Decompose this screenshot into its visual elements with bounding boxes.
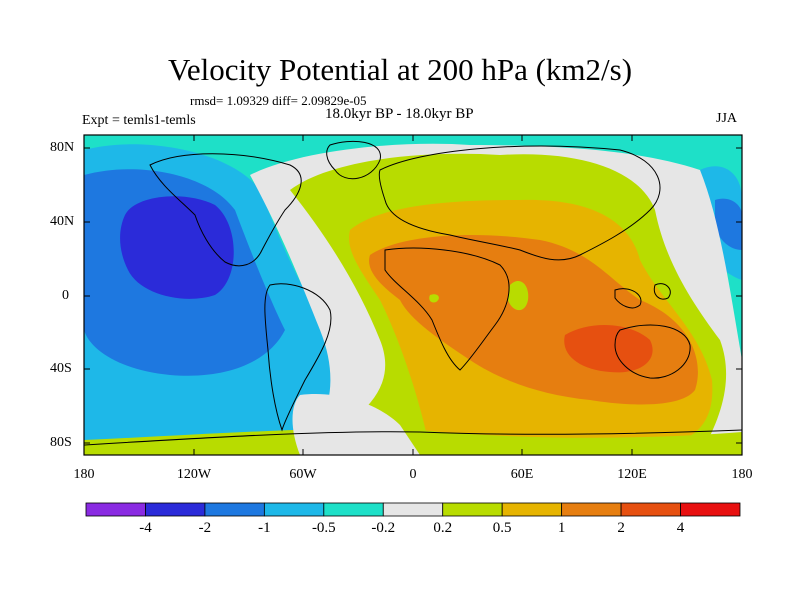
field-neutral-south [292, 394, 420, 455]
colorbar-box [85, 502, 146, 517]
colorbar-box [323, 502, 384, 517]
lon-label: 120W [176, 467, 212, 482]
colorbar-box [442, 502, 503, 517]
lat-label: 40S [50, 361, 72, 376]
ticks [83, 135, 743, 455]
stats-text: rmsd= 1.09329 diff= 2.09829e-05 [190, 93, 367, 108]
lon-label: 60W [289, 467, 317, 482]
lat-label: 0 [62, 288, 69, 303]
experiment-label: Expt = temls1-temls [82, 113, 196, 128]
lon-label: 60E [510, 467, 534, 482]
coast-australia [614, 324, 691, 379]
colorbar [85, 502, 741, 517]
colorbar-box [680, 502, 741, 517]
colorbar-box [501, 502, 563, 517]
colorbar-label: -1 [258, 520, 271, 536]
contour-field [84, 135, 742, 455]
lon-label: 180 [73, 467, 95, 482]
colorbar-label: -0.2 [371, 520, 396, 536]
coast-new-guinea [653, 283, 671, 300]
coast-antarctica [84, 429, 742, 446]
field-neg2-east-edge [715, 198, 742, 250]
lat-label: 40N [50, 214, 75, 229]
coast-south-america [264, 283, 332, 432]
season-label: JJA [716, 111, 738, 126]
colorbar-label: 4 [676, 520, 685, 536]
field-pos1-atlantic-island [429, 294, 439, 303]
lat-label: 80S [50, 435, 72, 450]
colorbar-label: -4 [139, 520, 152, 536]
colorbar-box [382, 502, 444, 517]
colorbar-label: -2 [198, 520, 212, 536]
coastlines [84, 140, 742, 446]
coast-north-america [149, 153, 302, 267]
colorbar-label: 0.2 [433, 520, 453, 536]
colorbar-box [145, 502, 206, 517]
lat-label: 80N [50, 140, 75, 155]
coast-maritime [614, 288, 642, 309]
colorbar-label: 2 [617, 520, 625, 536]
lon-label: 120E [617, 467, 647, 482]
colorbar-box [204, 502, 265, 517]
coast-eurasia [378, 145, 661, 261]
colorbar-label: 1 [557, 520, 566, 536]
colorbar-box [620, 502, 681, 517]
field-pos1-south [84, 428, 742, 455]
coast-greenland [326, 140, 381, 180]
field-pos1-africa-island [508, 280, 529, 311]
coast-africa [384, 247, 510, 371]
period-label: 18.0kyr BP - 18.0kyr BP [325, 106, 474, 122]
colorbar-box [561, 502, 622, 517]
field-neg3-pacific [120, 196, 234, 299]
lon-label: 0 [409, 467, 417, 482]
field-pos4 [564, 324, 653, 373]
colorbar-box [263, 502, 325, 517]
lon-label: 180 [731, 467, 753, 482]
colorbar-label: 0.5 [492, 520, 512, 536]
colorbar-label: -0.5 [311, 520, 336, 536]
plot-title: Velocity Potential at 200 hPa (km2/s) [167, 52, 633, 87]
